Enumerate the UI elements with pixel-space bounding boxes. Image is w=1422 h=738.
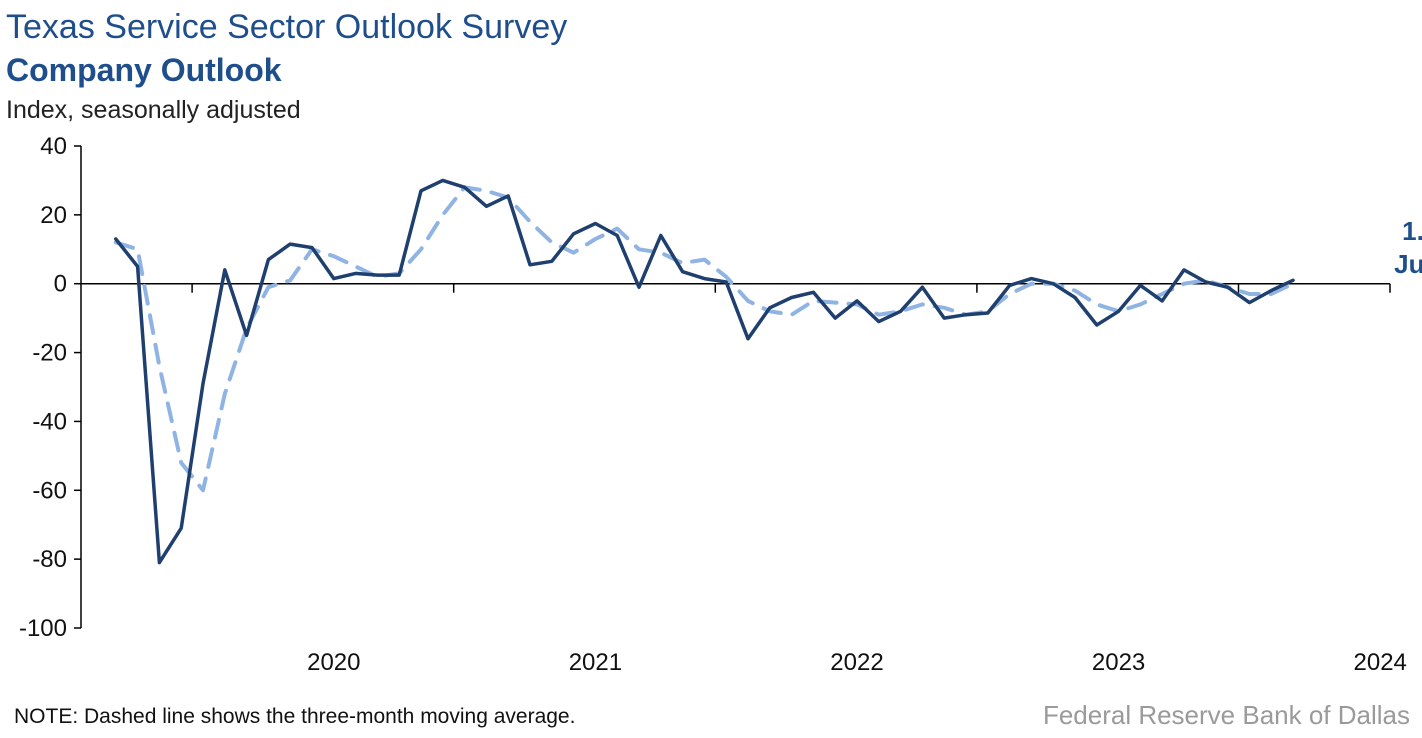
x-axis-ticks: 2020 2021 2022 2023 2024	[191, 283, 1407, 676]
index-series-line	[114, 178, 1295, 565]
x-tick-label: 2022	[830, 649, 883, 676]
moving-average-series-line	[113, 185, 1295, 493]
x-tick-label: 2021	[569, 649, 622, 676]
annotation-value: 1.0	[1402, 216, 1422, 246]
y-tick-label: -60	[32, 477, 67, 504]
annotation-layer: 1.0 July	[1394, 216, 1422, 279]
series-layer	[113, 178, 1295, 565]
chart-title: Texas Service Sector Outlook Survey	[6, 8, 568, 46]
annotation-period: July	[1394, 249, 1422, 279]
y-tick-label: -20	[32, 340, 67, 367]
y-tick-label: -80	[32, 546, 67, 573]
y-tick-label: -100	[19, 615, 67, 642]
chart-subtitle: Company Outlook	[6, 52, 282, 88]
x-tick-label: 2023	[1092, 649, 1145, 676]
source-credit: Federal Reserve Bank of Dallas	[1042, 700, 1410, 730]
y-axis-ticks: 40 20 0 -20 -40 -60 -80 -100	[19, 133, 81, 642]
y-tick-label: 20	[40, 202, 67, 229]
y-tick-label: -40	[32, 408, 67, 435]
x-tick-label: 2020	[307, 649, 360, 676]
y-axis-units: Index, seasonally adjusted	[6, 96, 301, 124]
x-tick-label: 2024	[1354, 649, 1407, 676]
footnote: NOTE: Dashed line shows the three-month …	[14, 705, 576, 728]
y-tick-label: 40	[40, 133, 67, 160]
y-tick-label: 0	[54, 271, 67, 298]
axes	[80, 146, 1390, 628]
